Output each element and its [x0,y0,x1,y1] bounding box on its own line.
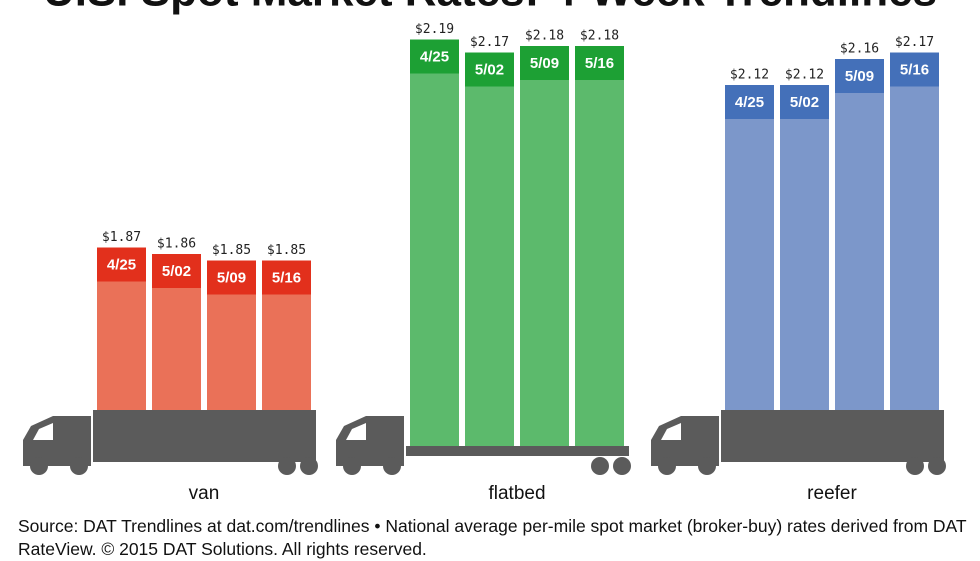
truck-cab [23,416,91,466]
wheel [383,457,401,475]
wheel [300,457,318,475]
wheel [928,457,946,475]
value-label: $2.12 [785,68,824,83]
group-label: reefer [807,483,857,504]
bar-date-label: 5/16 [900,61,929,78]
chart-title: U.S. Spot Market Rates: 4-Week Trendline… [43,0,937,16]
bar [890,52,939,410]
bar-date-band [575,46,624,80]
bar-date-band [207,260,256,295]
value-label: $2.19 [415,22,454,37]
wheel [698,457,716,475]
wheel [591,457,609,475]
flatbed-deck [406,446,629,456]
wheel [30,457,48,475]
bar-date-label: 4/25 [107,256,136,273]
bar [465,52,514,446]
wheel [343,457,361,475]
bar-date-band [152,254,201,288]
bar-date-band [465,52,514,87]
bar-date-label: 4/25 [420,48,449,65]
bar-date-band [725,85,774,119]
wheel [658,457,676,475]
trailer [93,410,316,462]
truck-window [33,423,53,440]
bar-date-band [410,39,459,74]
group-label: flatbed [488,483,545,504]
value-label: $2.17 [895,35,934,50]
bar-date-label: 5/02 [475,61,504,78]
value-label: $2.18 [525,29,564,44]
bar [780,85,829,410]
wheel [70,457,88,475]
bar-date-band [890,52,939,87]
truck-window [346,423,366,440]
bar-date-band [835,59,884,93]
wheel [278,457,296,475]
bar-date-label: 5/16 [585,55,614,72]
bar-date-label: 5/16 [272,269,301,286]
bar-date-label: 5/09 [530,55,559,72]
truck-cab [651,416,719,466]
value-label: $1.85 [267,243,306,258]
value-label: $2.17 [470,35,509,50]
bar-date-band [780,85,829,119]
bar-date-label: 5/02 [162,263,191,280]
value-label: $1.87 [102,230,141,245]
source-note: Source: DAT Trendlines at dat.com/trendl… [18,516,967,559]
bar-date-label: 5/09 [217,269,246,286]
value-label: $1.86 [157,237,196,252]
bar-date-label: 5/09 [845,68,874,85]
bar-date-label: 5/02 [790,94,819,111]
bar [575,46,624,446]
truck-window [661,423,681,440]
value-label: $1.85 [212,243,251,258]
trailer [721,410,944,462]
bar-date-band [520,46,569,80]
wheel [906,457,924,475]
bar [725,85,774,410]
group-label: van [189,483,220,504]
value-label: $2.16 [840,42,879,57]
wheel [613,457,631,475]
bar-date-label: 4/25 [735,94,764,111]
bar [410,39,459,446]
value-label: $2.12 [730,68,769,83]
value-label: $2.18 [580,29,619,44]
bar [835,59,884,410]
bar-date-band [262,260,311,295]
bar-date-band [97,247,146,282]
truck-cab [336,416,404,466]
bar [520,46,569,446]
